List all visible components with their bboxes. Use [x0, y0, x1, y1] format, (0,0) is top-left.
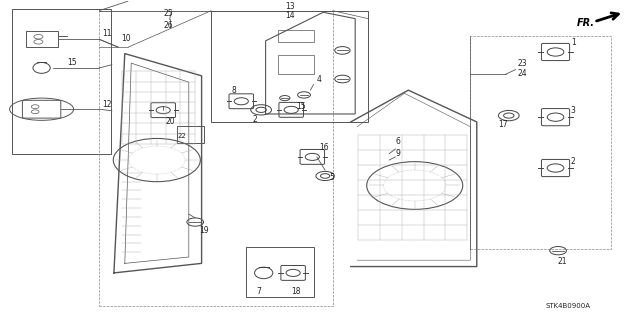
- Text: FR.: FR.: [577, 19, 595, 28]
- Text: STK4B0900A: STK4B0900A: [546, 303, 591, 309]
- Text: 26: 26: [163, 21, 173, 30]
- Text: 22: 22: [178, 133, 187, 138]
- Text: 9: 9: [396, 150, 401, 159]
- Text: 23: 23: [517, 59, 527, 68]
- Text: 5: 5: [330, 173, 335, 182]
- Text: 2: 2: [571, 157, 575, 166]
- Bar: [470, 36, 611, 249]
- Bar: [177, 126, 204, 143]
- Text: 1: 1: [571, 38, 575, 47]
- Bar: [99, 11, 333, 306]
- Text: 11: 11: [102, 29, 112, 38]
- Text: 20: 20: [165, 117, 175, 126]
- Text: 4: 4: [316, 75, 321, 84]
- Text: 15: 15: [296, 102, 306, 111]
- Text: 8: 8: [232, 86, 236, 95]
- Bar: [211, 11, 368, 122]
- Text: 14: 14: [285, 11, 294, 20]
- Text: 17: 17: [499, 120, 508, 129]
- Text: 15: 15: [67, 58, 77, 67]
- Text: 19: 19: [200, 226, 209, 235]
- Text: 13: 13: [285, 2, 294, 11]
- Text: 18: 18: [291, 287, 300, 296]
- Bar: [12, 9, 111, 154]
- Text: 7: 7: [257, 287, 262, 296]
- Text: 6: 6: [396, 137, 401, 146]
- Text: 10: 10: [122, 34, 131, 43]
- Text: 24: 24: [517, 69, 527, 78]
- Text: 2: 2: [253, 115, 257, 124]
- Text: 12: 12: [102, 100, 112, 108]
- Text: 3: 3: [571, 106, 576, 115]
- Text: 21: 21: [557, 257, 566, 266]
- Bar: [246, 248, 314, 297]
- Text: 16: 16: [319, 143, 328, 152]
- Text: 25: 25: [163, 9, 173, 18]
